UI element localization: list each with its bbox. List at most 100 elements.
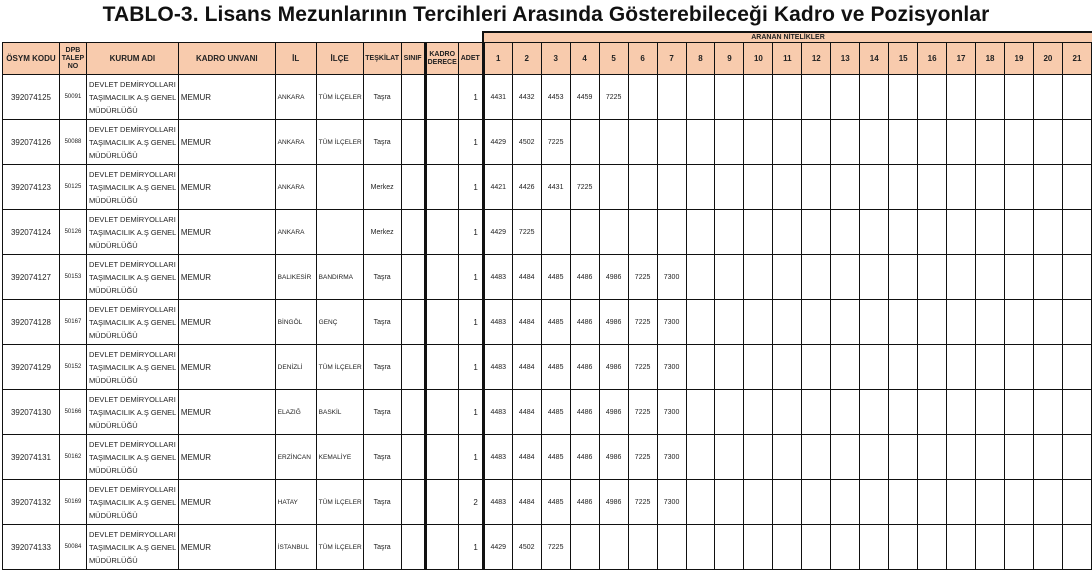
cell-teskilat: Taşra bbox=[362, 254, 402, 300]
cell-dpb-talep-no: 50167 bbox=[58, 299, 87, 345]
cell-nitelik-10 bbox=[743, 164, 774, 210]
col-kadro-unvani: KADRO UNVANI bbox=[177, 42, 276, 75]
cell-nitelik-10 bbox=[743, 434, 774, 480]
cell-il: BALIKESİR bbox=[274, 254, 317, 300]
cell-kadro-derece bbox=[423, 434, 459, 480]
cell-nitelik-1: 4483 bbox=[481, 389, 513, 435]
col-nitelik-2: 2 bbox=[511, 42, 542, 75]
col-nitelik-18: 18 bbox=[975, 42, 1005, 75]
cell-nitelik-12 bbox=[801, 479, 832, 525]
cell-nitelik-12 bbox=[801, 119, 832, 165]
cell-nitelik-12 bbox=[801, 344, 832, 390]
col-sinif: SINIF bbox=[400, 42, 426, 75]
cell-nitelik-12 bbox=[801, 209, 832, 255]
cell-kadro-unvani: MEMUR bbox=[177, 389, 276, 435]
cell-nitelik-14 bbox=[859, 254, 890, 300]
cell-ilce: TÜM İLÇELER bbox=[315, 74, 364, 120]
cell-nitelik-8 bbox=[685, 524, 716, 570]
cell-nitelik-7 bbox=[656, 119, 687, 165]
cell-kurum-adi: DEVLET DEMİRYOLLARI TAŞIMACILIK A.Ş GENE… bbox=[85, 524, 179, 570]
cell-nitelik-14 bbox=[859, 524, 890, 570]
cell-nitelik-10 bbox=[743, 119, 774, 165]
cell-nitelik-17 bbox=[946, 344, 977, 390]
cell-nitelik-8 bbox=[685, 479, 716, 525]
cell-nitelik-18 bbox=[975, 299, 1005, 345]
cell-nitelik-9 bbox=[714, 209, 745, 255]
cell-nitelik-19 bbox=[1004, 74, 1034, 120]
cell-nitelik-16 bbox=[917, 389, 948, 435]
cell-nitelik-1: 4483 bbox=[481, 344, 513, 390]
cell-nitelik-13 bbox=[830, 344, 861, 390]
cell-nitelik-4: 4486 bbox=[569, 434, 600, 480]
cell-nitelik-16 bbox=[917, 209, 948, 255]
cell-kadro-derece bbox=[423, 74, 459, 120]
cell-il: ERZİNCAN bbox=[274, 434, 317, 480]
cell-nitelik-3: 4431 bbox=[540, 164, 571, 210]
cell-nitelik-7 bbox=[656, 164, 687, 210]
cell-teskilat: Taşra bbox=[362, 524, 402, 570]
cell-nitelik-18 bbox=[975, 524, 1005, 570]
cell-nitelik-5: 4986 bbox=[598, 479, 629, 525]
cell-kurum-adi: DEVLET DEMİRYOLLARI TAŞIMACILIK A.Ş GENE… bbox=[85, 434, 179, 480]
cell-teskilat: Merkez bbox=[362, 209, 402, 255]
cell-kadro-derece bbox=[423, 479, 459, 525]
cell-nitelik-13 bbox=[830, 479, 861, 525]
col-osym-kodu: ÖSYM KODU bbox=[2, 42, 60, 75]
cell-nitelik-16 bbox=[917, 434, 948, 480]
cell-dpb-talep-no: 50152 bbox=[58, 344, 87, 390]
col-nitelik-16: 16 bbox=[917, 42, 948, 75]
cell-sinif bbox=[400, 344, 426, 390]
col-nitelik-10: 10 bbox=[743, 42, 774, 75]
cell-osym-kodu: 392074133 bbox=[2, 524, 60, 570]
col-nitelik-21: 21 bbox=[1061, 42, 1092, 75]
cell-nitelik-1: 4421 bbox=[481, 164, 513, 210]
cell-nitelik-2: 4426 bbox=[511, 164, 542, 210]
col-nitelik-17: 17 bbox=[946, 42, 977, 75]
cell-il: ANKARA bbox=[274, 209, 317, 255]
cell-nitelik-19 bbox=[1004, 119, 1034, 165]
cell-nitelik-15 bbox=[888, 299, 919, 345]
cell-nitelik-11 bbox=[772, 524, 803, 570]
cell-kurum-adi: DEVLET DEMİRYOLLARI TAŞIMACILIK A.Ş GENE… bbox=[85, 389, 179, 435]
cell-dpb-talep-no: 50084 bbox=[58, 524, 87, 570]
cell-nitelik-18 bbox=[975, 389, 1005, 435]
cell-teskilat: Taşra bbox=[362, 389, 402, 435]
cell-sinif bbox=[400, 434, 426, 480]
cell-kadro-unvani: MEMUR bbox=[177, 254, 276, 300]
cell-adet: 1 bbox=[457, 74, 484, 120]
cell-teskilat: Taşra bbox=[362, 479, 402, 525]
cell-nitelik-12 bbox=[801, 74, 832, 120]
cell-nitelik-1: 4429 bbox=[481, 209, 513, 255]
cell-nitelik-10 bbox=[743, 254, 774, 300]
cell-nitelik-14 bbox=[859, 164, 890, 210]
cell-nitelik-16 bbox=[917, 74, 948, 120]
cell-nitelik-16 bbox=[917, 344, 948, 390]
cell-nitelik-8 bbox=[685, 389, 716, 435]
cell-nitelik-4: 4486 bbox=[569, 344, 600, 390]
cell-nitelik-3: 4485 bbox=[540, 254, 571, 300]
cell-nitelik-20 bbox=[1032, 479, 1063, 525]
cell-nitelik-20 bbox=[1032, 344, 1063, 390]
cell-nitelik-19 bbox=[1004, 344, 1034, 390]
cell-nitelik-17 bbox=[946, 254, 977, 300]
cell-nitelik-6: 7225 bbox=[627, 389, 658, 435]
header-row: ÖSYM KODU DPB TALEP NO KURUM ADI KADRO U… bbox=[2, 42, 1092, 75]
page-title: TABLO-3. Lisans Mezunlarının Tercihleri … bbox=[102, 3, 990, 26]
cell-nitelik-7: 7300 bbox=[656, 344, 687, 390]
cell-nitelik-15 bbox=[888, 524, 919, 570]
cell-nitelik-17 bbox=[946, 389, 977, 435]
cell-nitelik-6 bbox=[627, 119, 658, 165]
col-nitelik-8: 8 bbox=[685, 42, 716, 75]
cell-nitelik-20 bbox=[1032, 164, 1063, 210]
col-nitelik-11: 11 bbox=[772, 42, 803, 75]
cell-nitelik-21 bbox=[1061, 254, 1092, 300]
cell-nitelik-10 bbox=[743, 524, 774, 570]
cell-nitelik-14 bbox=[859, 74, 890, 120]
cell-nitelik-13 bbox=[830, 209, 861, 255]
cell-nitelik-3: 4485 bbox=[540, 479, 571, 525]
cell-dpb-talep-no: 50125 bbox=[58, 164, 87, 210]
cell-dpb-talep-no: 50162 bbox=[58, 434, 87, 480]
cell-nitelik-11 bbox=[772, 344, 803, 390]
cell-nitelik-4: 7225 bbox=[569, 164, 600, 210]
cell-il: ANKARA bbox=[274, 164, 317, 210]
